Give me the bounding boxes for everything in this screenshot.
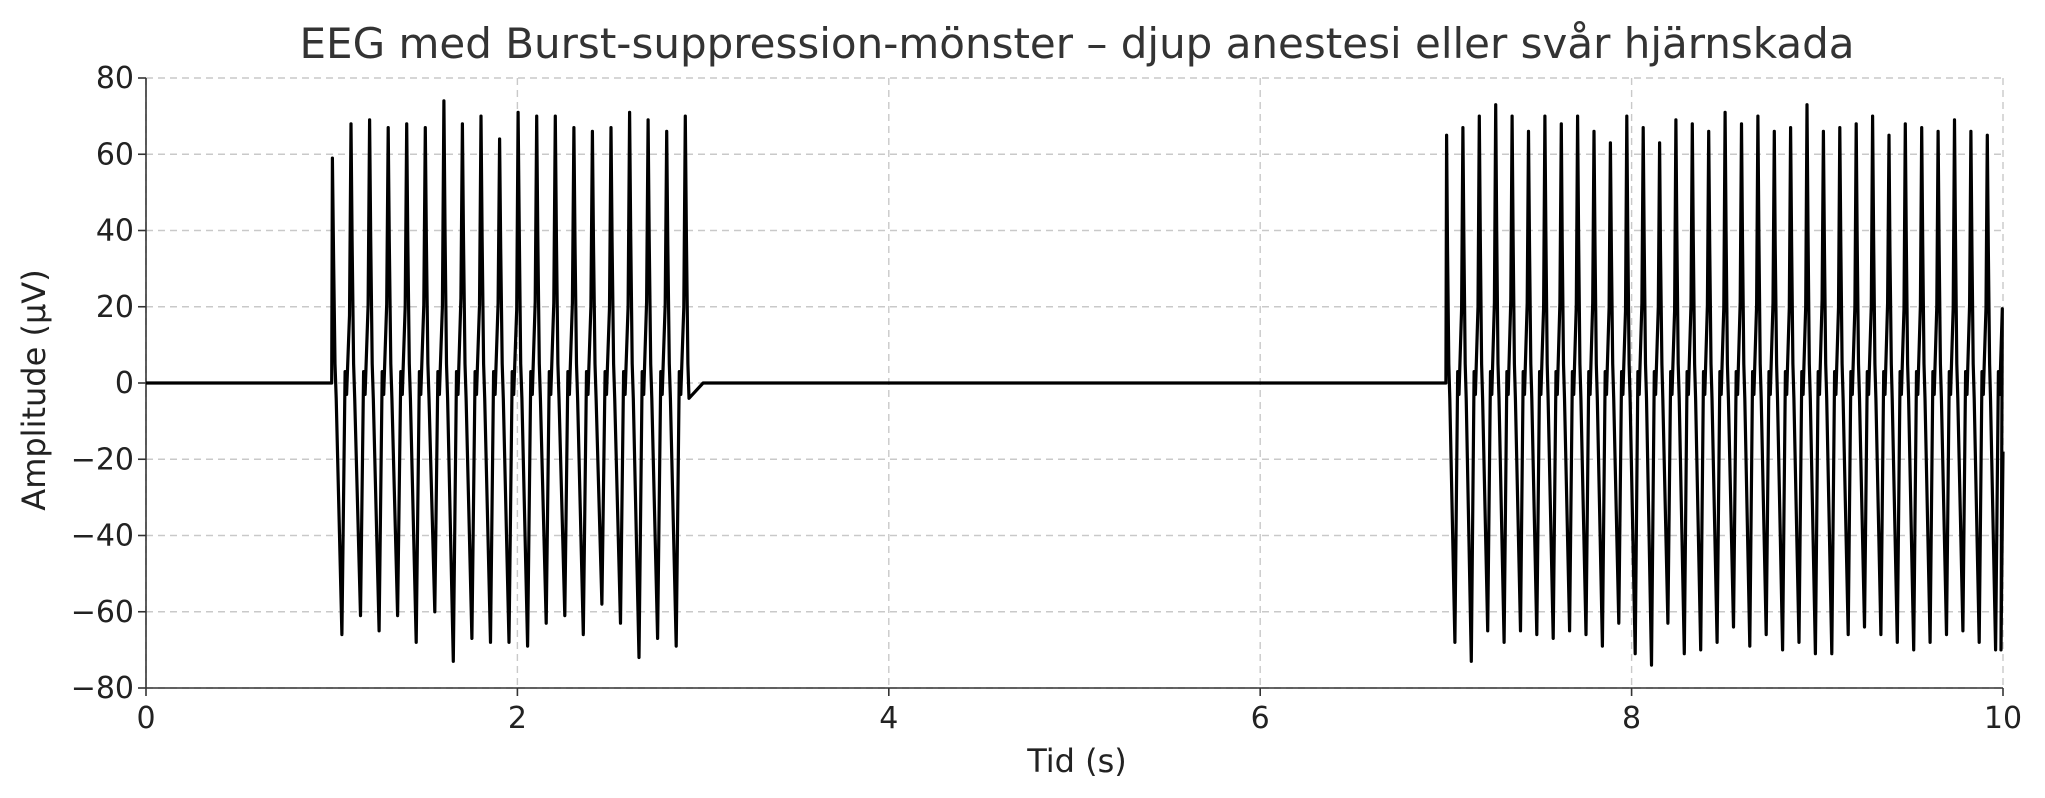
y-tick-label: −80 <box>71 671 134 706</box>
x-tick-label: 4 <box>879 701 898 736</box>
x-axis: 0 2 4 6 8 10 <box>136 688 2022 736</box>
y-axis-label: Amplitude (μV) <box>15 269 53 510</box>
y-tick-label: −20 <box>71 442 134 477</box>
y-tick-label: 80 <box>96 61 134 96</box>
chart-title: EEG med Burst-suppression-mönster – djup… <box>300 19 1855 68</box>
x-axis-label: Tid (s) <box>1026 742 1127 780</box>
y-tick-label: −40 <box>71 519 134 554</box>
eeg-series-line <box>146 99 2005 667</box>
x-tick-label: 2 <box>508 701 527 736</box>
y-tick-label: −60 <box>71 595 134 630</box>
y-tick-label: 60 <box>96 137 134 172</box>
y-axis: 80 60 40 20 0 −20 −40 −60 −80 <box>71 61 146 706</box>
y-tick-label: 0 <box>115 366 134 401</box>
y-tick-label: 40 <box>96 214 134 249</box>
x-tick-label: 10 <box>1984 701 2022 736</box>
x-tick-label: 6 <box>1251 701 1270 736</box>
x-tick-label: 8 <box>1622 701 1641 736</box>
y-tick-label: 20 <box>96 290 134 325</box>
x-tick-label: 0 <box>136 701 155 736</box>
